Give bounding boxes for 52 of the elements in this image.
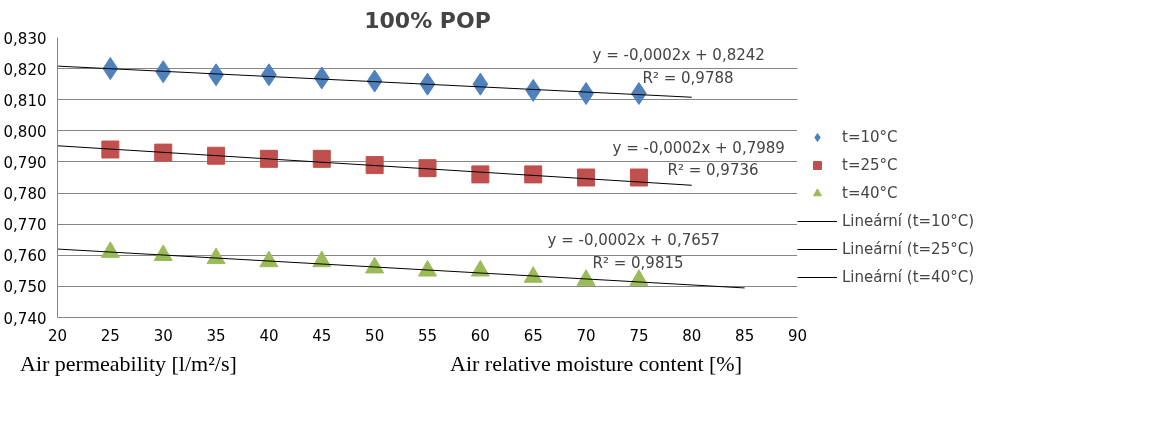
annotation: R² = 0,9788 xyxy=(642,68,734,87)
x-tick-label: 65 xyxy=(523,326,543,345)
legend-label: Lineární (t=25°C) xyxy=(842,240,975,258)
legend-label: Lineární (t=10°C) xyxy=(842,212,975,230)
legend-label: Lineární (t=40°C) xyxy=(842,268,975,286)
legend-label: t=40°C xyxy=(842,184,898,202)
point xyxy=(524,165,543,184)
y-tick-label: 0,750 xyxy=(3,278,47,297)
x-tick-label: 30 xyxy=(153,326,173,345)
x-tick-label: 75 xyxy=(629,326,649,345)
annotation: y = -0,0002x + 0,8242 xyxy=(592,45,765,64)
point xyxy=(154,143,173,162)
annotation: y = -0,0002x + 0,7989 xyxy=(612,138,785,157)
legend-label: t=10°C xyxy=(842,128,898,146)
y-tick-label: 0,800 xyxy=(3,122,47,141)
x-tick-label: 60 xyxy=(470,326,490,345)
x-tick-label: 85 xyxy=(735,326,755,345)
y-tick-label: 0,790 xyxy=(3,153,47,172)
annotation: R² = 0,9736 xyxy=(667,160,759,179)
x-tick-label: 50 xyxy=(365,326,385,345)
annotation: y = -0,0002x + 0,7657 xyxy=(547,230,720,249)
y-tick-label: 0,820 xyxy=(3,60,47,79)
point xyxy=(259,149,278,168)
text: Air permeability [l/m²/s] xyxy=(20,350,237,378)
x-tick-label: 40 xyxy=(259,326,279,345)
x-tick-label: 25 xyxy=(100,326,120,345)
y-tick-label: 0,780 xyxy=(3,185,47,204)
y-tick-label: 0,830 xyxy=(3,29,47,48)
y-tick-label: 0,740 xyxy=(3,309,47,328)
chart-title: 100% POP xyxy=(364,7,491,33)
x-tick-label: 90 xyxy=(787,326,808,345)
point xyxy=(471,165,490,184)
x-tick-label: 20 xyxy=(47,326,68,345)
point xyxy=(629,168,648,187)
y-tick-label: 0,770 xyxy=(3,216,47,235)
point xyxy=(418,159,437,178)
x-tick-label: 70 xyxy=(576,326,596,345)
legend-label: t=25°C xyxy=(842,156,898,174)
x-tick-label: 80 xyxy=(682,326,702,345)
x-tick-label: 55 xyxy=(417,326,438,345)
point xyxy=(312,149,331,168)
y-tick-label: 0,760 xyxy=(3,247,47,266)
point xyxy=(525,78,542,102)
annotation: R² = 0,9815 xyxy=(592,253,684,272)
x-tick-label: 35 xyxy=(206,326,226,345)
point xyxy=(365,156,384,175)
x-tick-label: 45 xyxy=(312,326,332,345)
point xyxy=(101,140,120,159)
x-axis-title: Air relative moisture content [%] xyxy=(450,350,743,378)
y-tick-label: 0,810 xyxy=(3,91,47,110)
point xyxy=(207,146,226,165)
point xyxy=(577,168,596,187)
